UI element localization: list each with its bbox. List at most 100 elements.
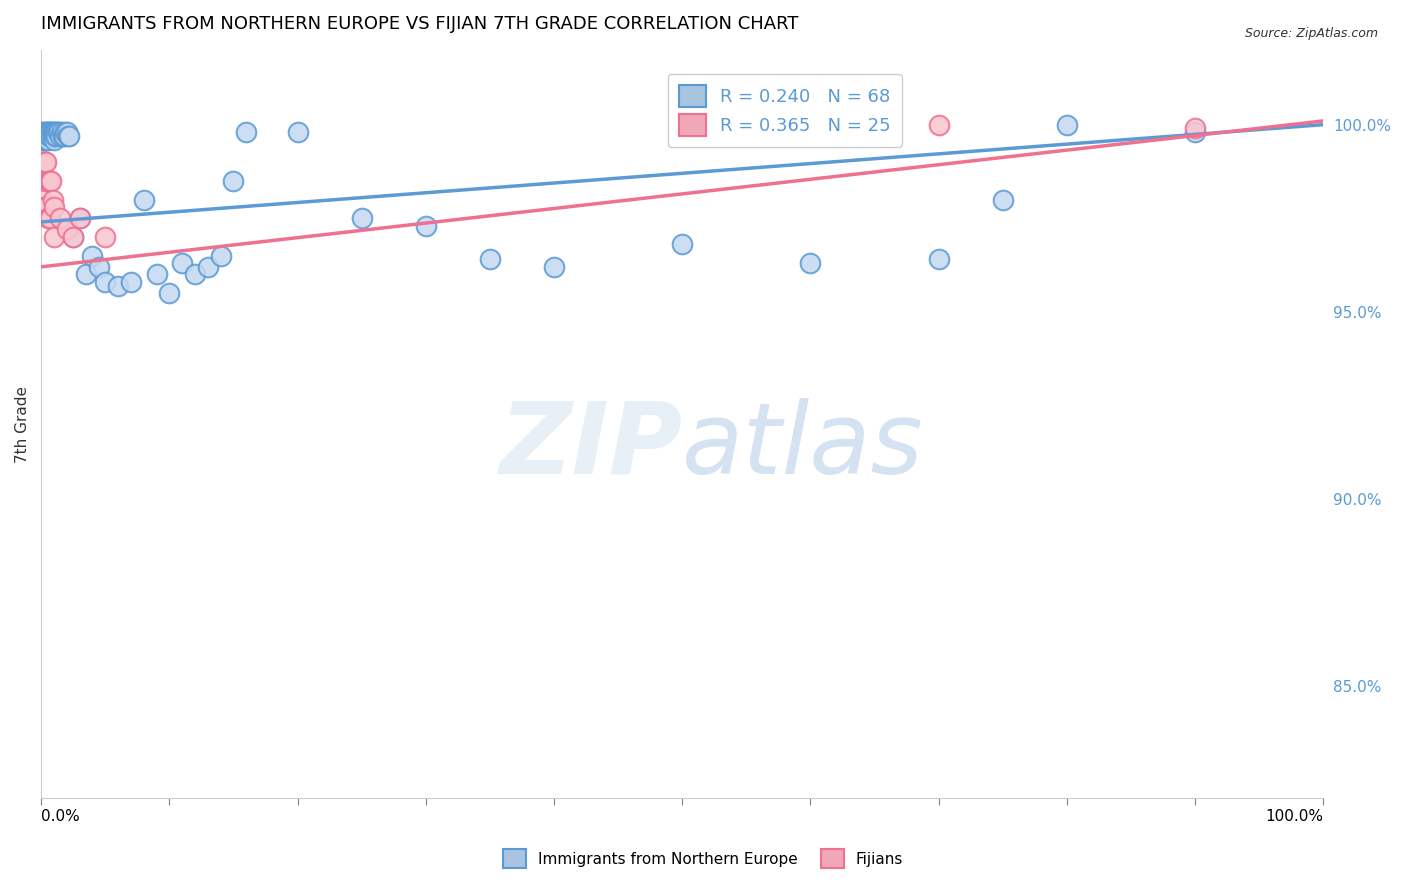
Point xyxy=(34,200,56,214)
Point xyxy=(31,128,53,143)
Point xyxy=(32,125,55,139)
Point xyxy=(32,200,55,214)
Point xyxy=(31,155,53,169)
Point xyxy=(197,260,219,274)
Point xyxy=(157,286,180,301)
Text: atlas: atlas xyxy=(682,398,924,495)
Point xyxy=(35,128,58,143)
Point xyxy=(38,128,60,143)
Point xyxy=(49,128,72,143)
Point xyxy=(172,256,194,270)
Point xyxy=(39,211,62,226)
Point xyxy=(42,128,65,143)
Point xyxy=(75,268,97,282)
Text: IMMIGRANTS FROM NORTHERN EUROPE VS FIJIAN 7TH GRADE CORRELATION CHART: IMMIGRANTS FROM NORTHERN EUROPE VS FIJIA… xyxy=(41,15,799,33)
Point xyxy=(42,230,65,244)
Point xyxy=(34,128,56,143)
Point xyxy=(799,256,821,270)
Point xyxy=(1184,125,1206,139)
Point xyxy=(38,211,60,226)
Point xyxy=(41,125,63,139)
Point xyxy=(69,211,91,226)
Point xyxy=(87,260,110,274)
Point xyxy=(287,125,309,139)
Point xyxy=(350,211,373,226)
Point xyxy=(42,133,65,147)
Point xyxy=(62,230,84,244)
Point xyxy=(35,133,58,147)
Point xyxy=(991,193,1014,207)
Point xyxy=(42,200,65,214)
Point xyxy=(35,155,58,169)
Point xyxy=(543,260,565,274)
Point xyxy=(94,230,117,244)
Point xyxy=(46,125,69,139)
Point xyxy=(1184,121,1206,136)
Point xyxy=(120,275,142,289)
Point xyxy=(55,125,77,139)
Point xyxy=(32,155,55,169)
Legend: R = 0.240   N = 68, R = 0.365   N = 25: R = 0.240 N = 68, R = 0.365 N = 25 xyxy=(668,74,901,147)
Point xyxy=(34,125,56,139)
Point xyxy=(222,174,245,188)
Point xyxy=(41,128,63,143)
Point xyxy=(41,174,63,188)
Point xyxy=(53,128,76,143)
Point xyxy=(37,174,59,188)
Point xyxy=(45,128,67,143)
Point xyxy=(44,128,66,143)
Point xyxy=(69,211,91,226)
Y-axis label: 7th Grade: 7th Grade xyxy=(15,385,30,463)
Point xyxy=(55,125,77,139)
Point xyxy=(41,128,63,143)
Point xyxy=(32,133,55,147)
Point xyxy=(928,252,950,267)
Point xyxy=(184,268,207,282)
Point xyxy=(671,237,693,252)
Point xyxy=(32,128,55,143)
Point xyxy=(49,211,72,226)
Point xyxy=(38,174,60,188)
Point xyxy=(478,252,501,267)
Text: ZIP: ZIP xyxy=(499,398,682,495)
Point xyxy=(37,128,59,143)
Point xyxy=(45,125,67,139)
Point xyxy=(107,278,129,293)
Legend: Immigrants from Northern Europe, Fijians: Immigrants from Northern Europe, Fijians xyxy=(495,841,911,875)
Point xyxy=(52,128,75,143)
Point xyxy=(55,222,77,236)
Text: Source: ZipAtlas.com: Source: ZipAtlas.com xyxy=(1244,27,1378,40)
Point xyxy=(31,125,53,139)
Point xyxy=(39,128,62,143)
Point xyxy=(35,125,58,139)
Point xyxy=(41,125,63,139)
Point xyxy=(415,219,437,233)
Text: 100.0%: 100.0% xyxy=(1265,809,1323,824)
Point xyxy=(58,128,80,143)
Point xyxy=(235,125,257,139)
Point xyxy=(34,133,56,147)
Point xyxy=(132,193,155,207)
Point xyxy=(56,128,79,143)
Point xyxy=(51,125,73,139)
Point xyxy=(34,155,56,169)
Text: 0.0%: 0.0% xyxy=(41,809,80,824)
Point xyxy=(39,174,62,188)
Point xyxy=(42,125,65,139)
Point xyxy=(31,133,53,147)
Point xyxy=(928,118,950,132)
Point xyxy=(82,249,104,263)
Point xyxy=(1056,118,1078,132)
Point xyxy=(39,125,62,139)
Point xyxy=(62,230,84,244)
Point xyxy=(37,211,59,226)
Point xyxy=(35,200,58,214)
Point xyxy=(37,133,59,147)
Point xyxy=(41,193,63,207)
Point xyxy=(48,125,70,139)
Point xyxy=(37,125,59,139)
Point xyxy=(145,268,167,282)
Point xyxy=(31,193,53,207)
Point xyxy=(38,125,60,139)
Point xyxy=(209,249,232,263)
